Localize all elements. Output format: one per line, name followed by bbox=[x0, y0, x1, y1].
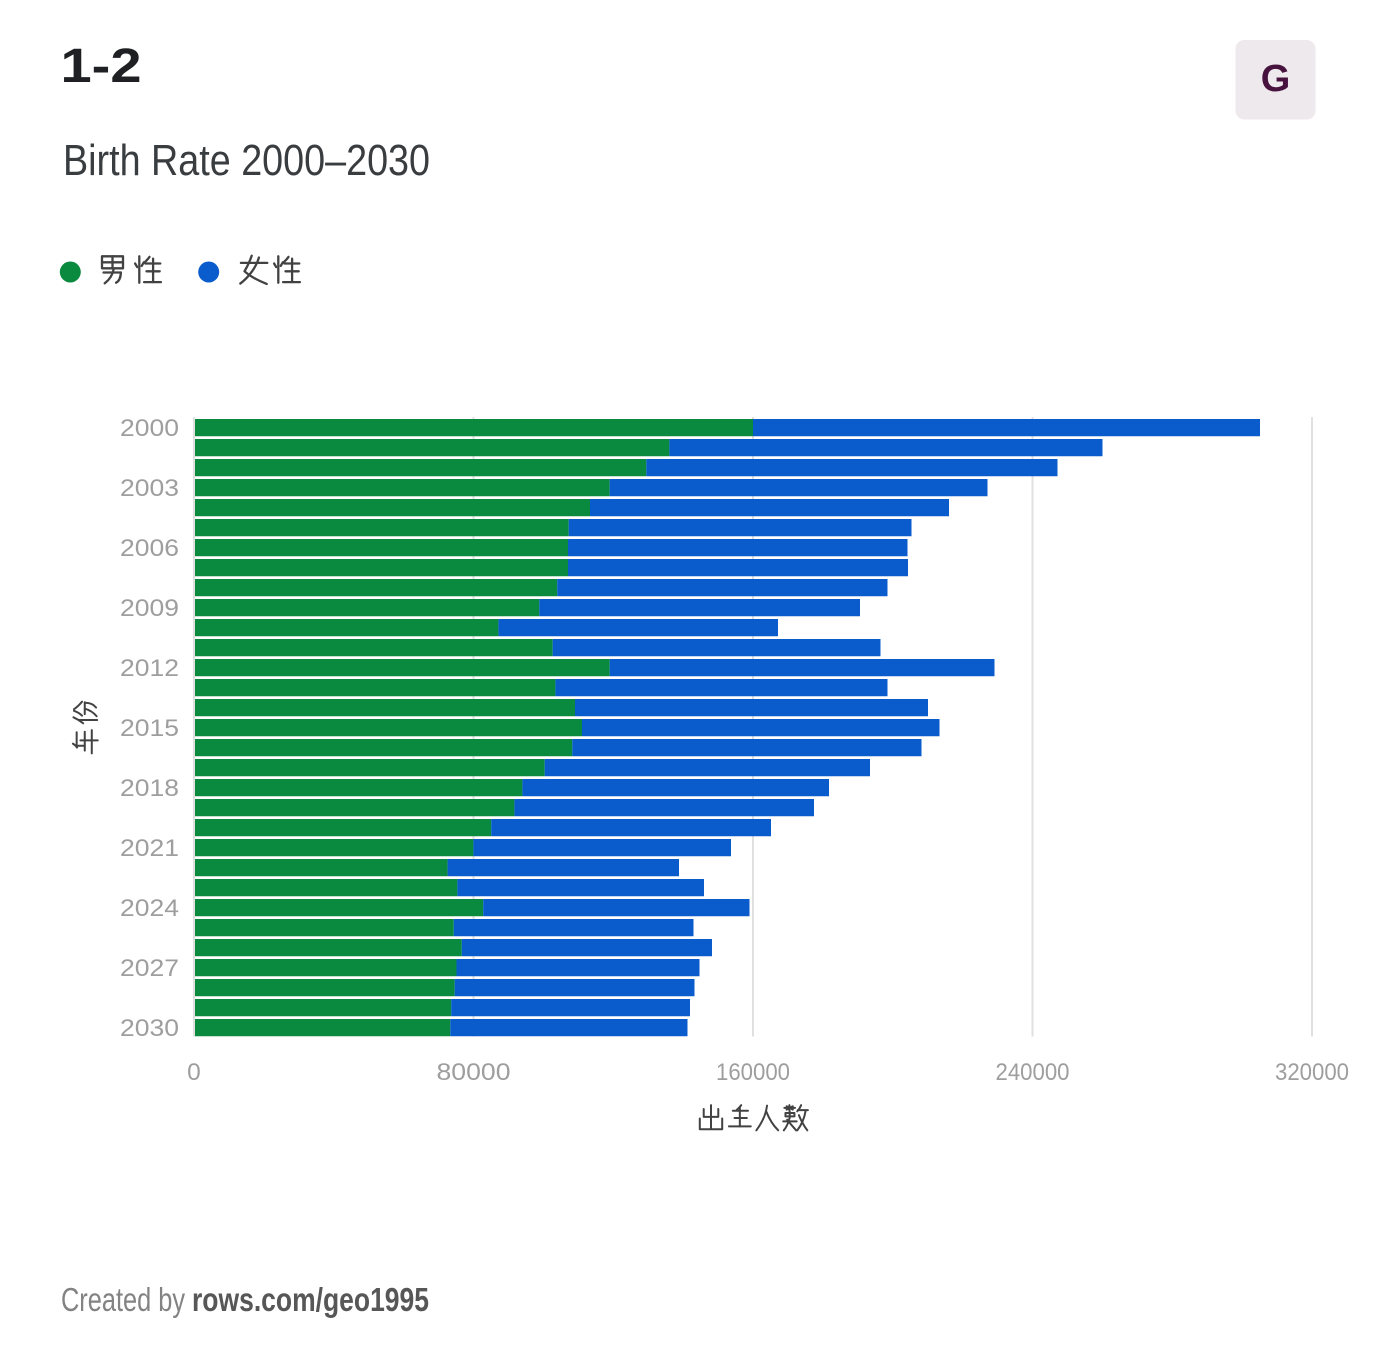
svg-text:Created by: Created by bbox=[61, 1281, 185, 1318]
svg-text:240000: 240000 bbox=[996, 1059, 1070, 1086]
svg-text:rows.com/geo1995: rows.com/geo1995 bbox=[192, 1281, 429, 1318]
svg-text:80000: 80000 bbox=[437, 1059, 511, 1086]
svg-text:2003: 2003 bbox=[120, 475, 179, 502]
svg-text:2024: 2024 bbox=[120, 895, 179, 922]
svg-text:2012: 2012 bbox=[120, 655, 179, 682]
svg-text:320000: 320000 bbox=[1275, 1059, 1349, 1086]
svg-text:2030: 2030 bbox=[120, 1015, 179, 1042]
svg-text:1-2: 1-2 bbox=[61, 40, 142, 93]
svg-text:2021: 2021 bbox=[120, 835, 179, 862]
svg-text:2018: 2018 bbox=[120, 775, 179, 802]
svg-text:2000: 2000 bbox=[120, 415, 179, 442]
svg-text:2006: 2006 bbox=[120, 535, 179, 562]
svg-text:2015: 2015 bbox=[120, 715, 179, 742]
svg-text:2027: 2027 bbox=[120, 955, 179, 982]
svg-text:160000: 160000 bbox=[716, 1059, 790, 1086]
svg-text:2009: 2009 bbox=[120, 595, 179, 622]
svg-text:G: G bbox=[1261, 58, 1291, 100]
svg-text:0: 0 bbox=[187, 1059, 201, 1086]
svg-text:Birth Rate 2000–2030: Birth Rate 2000–2030 bbox=[63, 137, 430, 185]
